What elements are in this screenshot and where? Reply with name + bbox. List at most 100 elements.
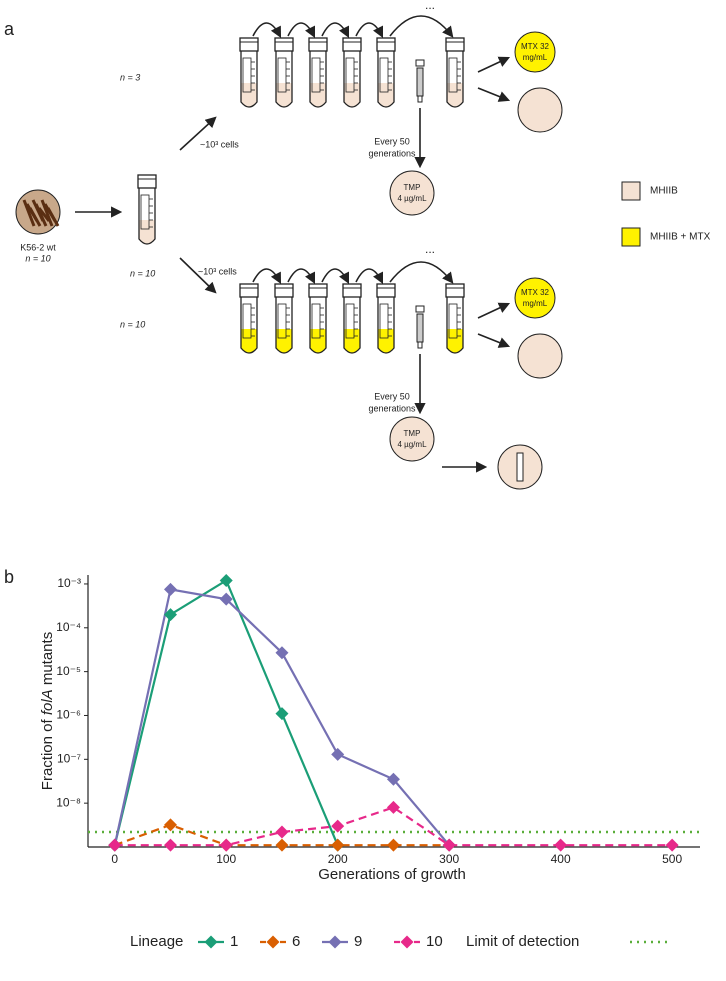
bottom-n: n = 10 <box>120 319 145 329</box>
legend-swatch <box>621 181 641 201</box>
x-axis-title: Generations of growth <box>318 866 466 883</box>
tube-body <box>309 51 327 108</box>
point <box>386 800 400 814</box>
tube-liquid <box>310 83 326 107</box>
x-tick-label: 0 <box>111 852 118 866</box>
arrow <box>477 56 511 73</box>
tube-label <box>311 57 321 93</box>
tube-body <box>138 188 156 245</box>
tube-liquid <box>310 329 326 353</box>
tube-cap <box>445 37 465 52</box>
tube-label <box>242 57 252 93</box>
plate-label: 4 µg/mL <box>397 194 427 203</box>
arrow <box>179 257 217 294</box>
tube-label <box>448 57 458 93</box>
plate-label: MTX 32 <box>521 288 550 297</box>
plate <box>389 416 435 462</box>
bottom-ellipsis: ... <box>425 242 435 256</box>
strain-n: n = 10 <box>25 253 50 263</box>
y-axis-title-part: mutants <box>39 632 56 690</box>
legend-marker <box>328 935 342 949</box>
point <box>275 825 289 839</box>
plate <box>514 277 556 319</box>
plate <box>389 170 435 216</box>
legend-title: Lineage <box>130 933 183 950</box>
tube-liquid <box>378 329 394 353</box>
curved-arrow <box>252 268 282 284</box>
tube-cap <box>445 283 465 298</box>
arrow <box>477 87 511 102</box>
column <box>416 313 424 343</box>
column <box>416 67 424 97</box>
split-n: n = 10 <box>130 268 155 278</box>
tube-label <box>345 57 355 93</box>
x-tick-label: 300 <box>439 852 459 866</box>
tube-liquid <box>344 329 360 353</box>
tube-body <box>275 51 293 108</box>
x-tick-label: 200 <box>328 852 348 866</box>
tube-body <box>446 297 464 354</box>
arrow <box>477 333 511 348</box>
legend-label: 10 <box>426 933 443 950</box>
curved-arrow <box>287 22 316 39</box>
tube-body <box>240 51 258 108</box>
point <box>665 838 679 852</box>
curved-arrow <box>389 261 454 284</box>
point <box>219 838 233 852</box>
curved-arrow <box>389 15 454 38</box>
tube-label <box>448 303 458 339</box>
colony-streak <box>22 199 36 227</box>
tube-body <box>275 297 293 354</box>
legend-swatch <box>621 227 641 247</box>
plate-label: TMP <box>404 183 421 192</box>
point <box>219 592 233 606</box>
legend-marker <box>266 935 280 949</box>
point <box>108 838 122 852</box>
tube-label <box>379 57 389 93</box>
strain-label: K56-2 wt <box>20 242 56 252</box>
tube-cap <box>308 283 328 298</box>
column-bottom <box>417 341 423 349</box>
point <box>163 608 177 622</box>
tube-cap <box>239 37 259 52</box>
tube-liquid <box>241 329 257 353</box>
y-tick-label: 10⁻⁸ <box>56 795 81 809</box>
bottom-sampling: Every 50 <box>374 391 410 401</box>
point <box>163 818 177 832</box>
column-top <box>415 305 425 313</box>
legend-marker <box>400 935 414 949</box>
y-tick-label: 10⁻⁵ <box>56 664 81 678</box>
y-axis-title-part: folA <box>39 689 56 715</box>
tube-body <box>309 297 327 354</box>
tube-body <box>343 297 361 354</box>
bottom-sampling: generations <box>368 403 416 413</box>
bottom-inoculum: ~10³ cells <box>198 266 237 276</box>
curved-arrow <box>287 268 316 285</box>
tube-cap <box>376 37 396 52</box>
legend-label: 1 <box>230 933 238 950</box>
point <box>163 582 177 596</box>
tube-body <box>446 51 464 108</box>
tube-label <box>277 303 287 339</box>
tube-body <box>343 51 361 108</box>
tube-liquid <box>447 329 463 353</box>
point <box>163 838 177 852</box>
point <box>442 838 456 852</box>
point <box>331 838 345 852</box>
column-bottom <box>417 95 423 103</box>
arrow <box>179 116 217 151</box>
tube-cap <box>239 283 259 298</box>
arrow <box>477 302 511 319</box>
tube-liquid <box>378 83 394 107</box>
tube-cap <box>376 283 396 298</box>
top-sampling: Every 50 <box>374 136 410 146</box>
tube-label <box>311 303 321 339</box>
plate-label: TMP <box>404 429 421 438</box>
top-inoculum: ~10³ cells <box>200 139 239 149</box>
point <box>275 707 289 721</box>
curved-arrow <box>355 268 384 285</box>
plate-label: mg/mL <box>523 53 548 62</box>
tube-label <box>140 194 150 230</box>
tube-label <box>242 303 252 339</box>
tube-liquid <box>241 83 257 107</box>
